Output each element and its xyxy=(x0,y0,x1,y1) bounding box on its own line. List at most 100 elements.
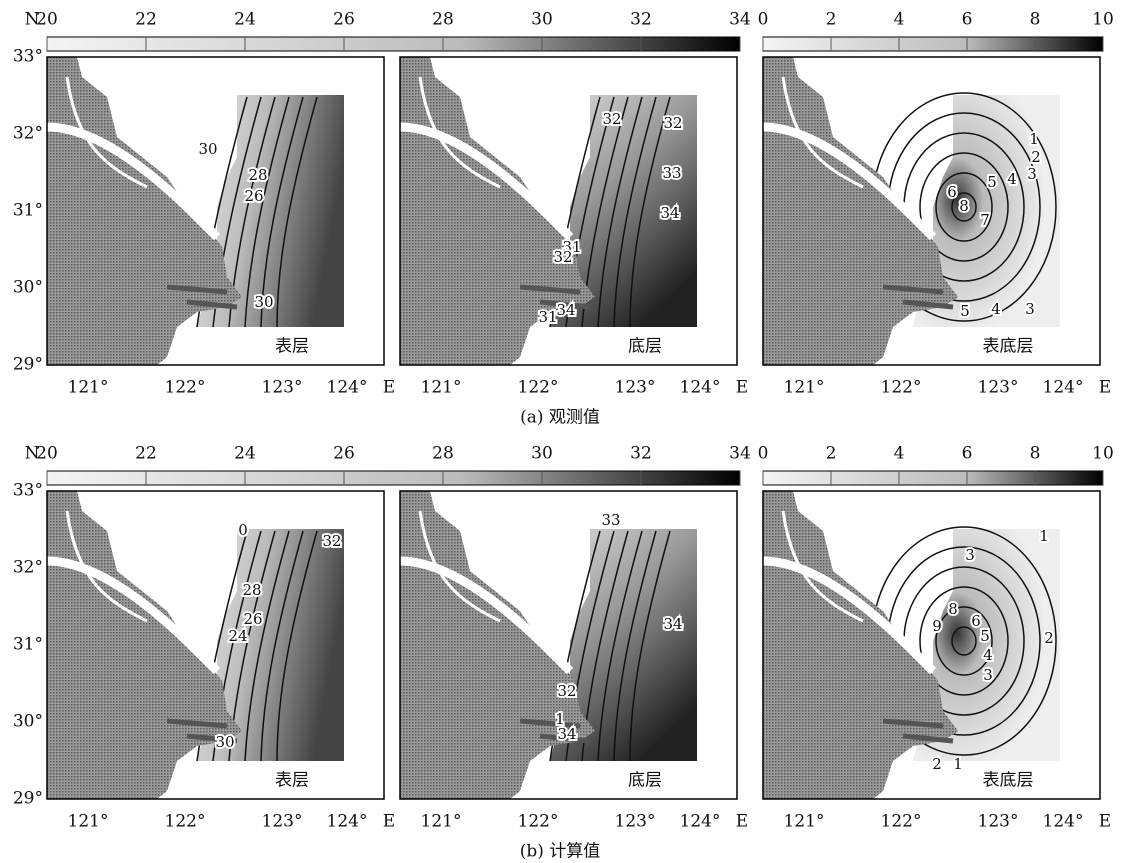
colorbar-tick-label: 4 xyxy=(894,10,905,30)
colorbar-tick-label: 24 xyxy=(234,444,256,464)
colorbar-tick-label: 0 xyxy=(758,10,769,30)
contour-label: 32 xyxy=(322,532,341,550)
panel-label: 底层 xyxy=(628,337,662,357)
colorbar-tick-label: 28 xyxy=(432,10,454,30)
lat-label: 33° xyxy=(13,481,43,501)
colorbar-tick-label: 6 xyxy=(962,444,973,464)
contour-label: 2 xyxy=(932,755,942,773)
lon-label: 124° xyxy=(680,812,721,832)
map-panel: 03228262430表层121°122°123°124°E xyxy=(47,491,395,832)
lon-label: 124° xyxy=(680,378,721,398)
contour-label: 3 xyxy=(1025,300,1035,318)
lon-label: 121° xyxy=(784,812,825,832)
contour-label: 0 xyxy=(238,521,248,539)
east-label: E xyxy=(383,812,395,832)
contour-label: 1 xyxy=(953,755,963,773)
contour-label: 4 xyxy=(991,300,1001,318)
contour-label: 3 xyxy=(983,666,993,684)
colorbar-tick-label: 6 xyxy=(962,10,973,30)
contour-label: 30 xyxy=(198,140,217,158)
lat-label: 32° xyxy=(13,124,43,144)
contour-label: 30 xyxy=(254,293,273,311)
lon-label: 121° xyxy=(68,378,109,398)
contour-label: 32 xyxy=(553,248,572,266)
colorbar-tick-label: 32 xyxy=(630,10,652,30)
contour-label: 7 xyxy=(980,211,990,229)
contour-label: 3 xyxy=(1027,165,1037,183)
colorbar-tick-label: 20 xyxy=(36,10,58,30)
lon-label: 121° xyxy=(421,378,462,398)
colorbar-tick-label: 24 xyxy=(234,10,256,30)
colorbar-tick-label: 4 xyxy=(894,444,905,464)
east-label: E xyxy=(736,812,748,832)
contour-label: 34 xyxy=(556,301,575,319)
panel-label: 底层 xyxy=(628,771,662,791)
caption: (b) 计算值 xyxy=(520,842,601,860)
contour-label: 28 xyxy=(242,581,261,599)
colorbar-tick-label: 26 xyxy=(333,10,355,30)
lon-label: 122° xyxy=(165,812,206,832)
east-label: E xyxy=(736,378,748,398)
lon-label: 122° xyxy=(881,812,922,832)
contour-label: 6 xyxy=(947,183,957,201)
lat-label: 29° xyxy=(13,789,43,809)
colorbar-tick-label: 22 xyxy=(135,444,157,464)
contour-label: 34 xyxy=(663,615,682,633)
contour-label: 3 xyxy=(965,546,975,564)
lat-label: 32° xyxy=(13,558,43,578)
contour-label: 5 xyxy=(987,173,997,191)
lon-label: 124° xyxy=(327,812,368,832)
lon-label: 124° xyxy=(1043,812,1084,832)
contour-label: 1 xyxy=(1029,130,1039,148)
contour-label: 26 xyxy=(244,187,263,205)
lon-label: 122° xyxy=(165,378,206,398)
contour-label: 32 xyxy=(663,114,682,132)
map-panel: 333432134底层121°122°123°124°E xyxy=(400,491,748,832)
lat-label: 30° xyxy=(13,278,43,298)
contour-label: 8 xyxy=(959,197,969,215)
colorbar-tick-label: 2 xyxy=(826,10,837,30)
lat-label: 33° xyxy=(13,47,43,67)
contour-label: 5 xyxy=(980,627,990,645)
lon-label: 122° xyxy=(518,812,559,832)
panel-label: 表层 xyxy=(275,337,309,357)
colorbar-tick-label: 0 xyxy=(758,444,769,464)
lon-label: 122° xyxy=(881,378,922,398)
panel-label: 表层 xyxy=(275,771,309,791)
colorbar-tick-label: 20 xyxy=(36,444,58,464)
contour-label: 2 xyxy=(1044,629,1054,647)
colorbar-tick-label: 8 xyxy=(1030,10,1041,30)
map-panel: 12354687543表底层121°122°123°124°E xyxy=(763,57,1111,398)
contour-label: 31 xyxy=(538,308,557,326)
lon-label: 123° xyxy=(262,812,303,832)
contour-label: 5 xyxy=(960,302,970,320)
lon-label: 124° xyxy=(1043,378,1084,398)
colorbar-tick-label: 30 xyxy=(531,444,553,464)
lon-label: 122° xyxy=(518,378,559,398)
lat-label: 31° xyxy=(13,635,43,655)
panel-label: 表底层 xyxy=(983,771,1034,791)
colorbar-tick-label: 34 xyxy=(729,444,751,464)
contour-label: 34 xyxy=(557,725,576,743)
colorbar-tick-label: 8 xyxy=(1030,444,1041,464)
colorbar-tick-label: 34 xyxy=(729,10,751,30)
contour-label: 9 xyxy=(932,617,942,635)
colorbar xyxy=(763,37,1103,51)
contour-label: 4 xyxy=(983,646,993,664)
contour-label: 34 xyxy=(660,204,679,222)
colorbar-tick-label: 10 xyxy=(1092,444,1114,464)
east-label: E xyxy=(383,378,395,398)
contour-label: 32 xyxy=(602,110,621,128)
east-label: E xyxy=(1099,378,1111,398)
contour-label: 8 xyxy=(948,600,958,618)
lat-label: 30° xyxy=(13,712,43,732)
colorbar-tick-label: 28 xyxy=(432,444,454,464)
contour-label: 26 xyxy=(243,610,262,628)
contour-label: 30 xyxy=(215,733,234,751)
colorbar-tick-label: 22 xyxy=(135,10,157,30)
contour-label: 32 xyxy=(557,682,576,700)
lon-label: 121° xyxy=(421,812,462,832)
